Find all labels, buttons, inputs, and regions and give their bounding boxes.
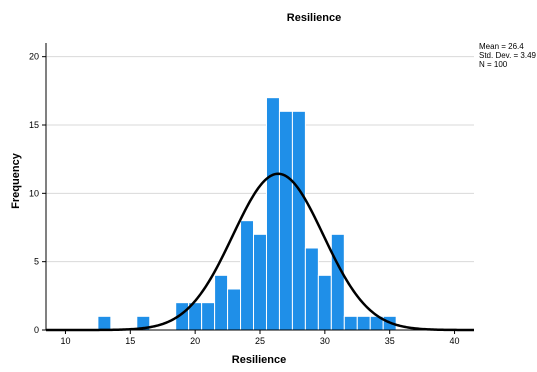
x-axis-label: Resilience: [232, 354, 286, 366]
y-tick-label: 10: [29, 188, 39, 198]
histogram-bar: [291, 110, 306, 331]
histogram-bar: [278, 110, 293, 331]
histogram-bar: [343, 315, 358, 331]
y-tick-label: 15: [29, 120, 39, 130]
y-tick-label: 20: [29, 52, 39, 62]
x-tick-label: 25: [255, 336, 265, 346]
y-axis-ticks: 0 5 10 15 20: [29, 52, 46, 335]
histogram-bar: [97, 315, 112, 331]
histogram-bar: [227, 288, 242, 331]
histogram-bar: [240, 220, 255, 331]
stats-std-dev: Std. Dev. = 3.49: [479, 51, 537, 60]
stats-legend: Mean = 26.4 Std. Dev. = 3.49 N = 100: [479, 42, 537, 69]
histogram-bar: [201, 302, 216, 331]
histogram-bar: [330, 233, 345, 331]
histogram-bars: [97, 97, 397, 331]
grid-lines: [46, 56, 474, 263]
histogram-bar: [265, 97, 280, 331]
x-tick-label: 30: [320, 336, 330, 346]
x-tick-label: 10: [60, 336, 70, 346]
x-tick-label: 35: [385, 336, 395, 346]
histogram-bar: [304, 247, 319, 331]
x-tick-label: 20: [190, 336, 200, 346]
y-tick-label: 5: [34, 257, 39, 267]
histogram-bar: [214, 274, 229, 331]
stats-n: N = 100: [479, 60, 508, 69]
y-tick-label: 0: [34, 325, 39, 335]
y-axis-label: Frequency: [10, 152, 22, 209]
chart-title: Resilience: [287, 12, 341, 24]
histogram-bar: [356, 315, 371, 331]
stats-mean: Mean = 26.4: [479, 42, 524, 51]
histogram-bar: [317, 274, 332, 331]
x-axis-ticks: 10 15 20 25 30 35 40: [60, 330, 460, 346]
x-tick-label: 15: [125, 336, 135, 346]
histogram-bar: [253, 233, 267, 331]
x-tick-label: 40: [450, 336, 460, 346]
